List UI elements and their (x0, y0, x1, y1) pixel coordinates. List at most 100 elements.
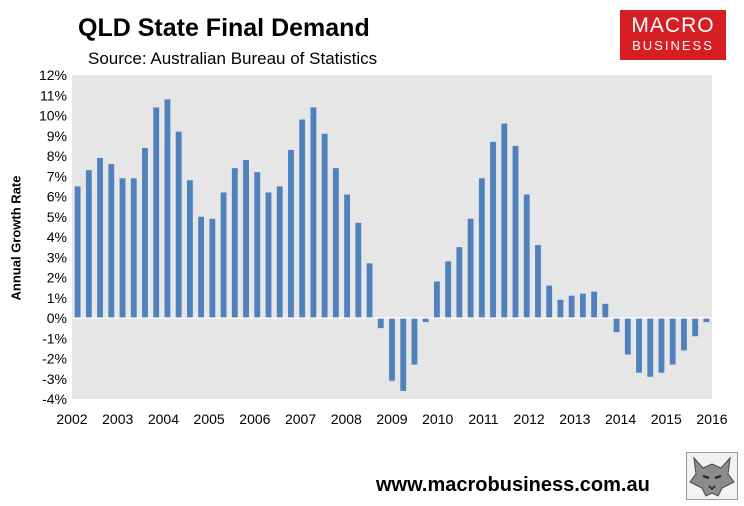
x-tick-label: 2002 (56, 411, 87, 427)
y-tick-label: 6% (47, 189, 67, 205)
y-tick-label: 11% (40, 87, 67, 103)
logo-line-1: MACRO (631, 14, 715, 37)
bar (624, 318, 631, 355)
y-tick-label: 12% (39, 67, 67, 83)
y-tick-label: 8% (47, 148, 67, 164)
y-axis-ticks: -4% -3% -2% -1% 0% 1% 2% 3% 4% 5% 6% 7% 8% 9% 10% 11% 12… (39, 67, 67, 407)
bar-series (74, 99, 710, 391)
bar (490, 141, 496, 318)
bar (119, 178, 126, 318)
bar (602, 303, 609, 318)
y-tick-label: -3% (42, 371, 67, 387)
bar (310, 107, 317, 319)
bar (535, 245, 541, 318)
x-tick-label: 2005 (194, 411, 225, 427)
y-tick-label: -1% (42, 330, 67, 346)
x-tick-label: 2014 (605, 411, 636, 427)
bar (591, 291, 598, 318)
bar (85, 170, 92, 318)
bar (467, 218, 474, 318)
bar (377, 318, 384, 329)
bar (209, 218, 216, 318)
y-tick-label: 2% (47, 270, 67, 286)
bar (501, 123, 508, 318)
bar (276, 186, 283, 319)
y-tick-label: 3% (47, 249, 67, 265)
bar (445, 261, 452, 318)
bar (389, 318, 395, 381)
bar (433, 281, 440, 318)
bar (142, 147, 148, 318)
macrobusiness-logo: MACRO BUSINESS (620, 10, 726, 60)
x-tick-label: 2008 (331, 411, 362, 427)
x-tick-label: 2016 (696, 411, 727, 427)
y-tick-label: 0% (47, 310, 67, 326)
bar (108, 164, 115, 318)
bar-chart: -4% -3% -2% -1% 0% 1% 2% 3% 4% 5% 6% 7% 8% 9% 10% 11% 12… (39, 67, 728, 427)
bar (220, 192, 227, 318)
bar (400, 318, 407, 391)
y-tick-label: 1% (47, 290, 67, 306)
y-tick-label: 9% (47, 128, 67, 144)
x-tick-label: 2015 (651, 411, 682, 427)
bar (366, 263, 373, 318)
bar (647, 318, 654, 377)
bar (512, 145, 519, 319)
bar (164, 99, 171, 318)
y-tick-label: 7% (47, 168, 67, 184)
bar (523, 194, 530, 318)
chart-subtitle: Source: Australian Bureau of Statistics (88, 49, 378, 68)
wolf-mascot-icon (686, 452, 738, 500)
bar (231, 168, 238, 318)
bar (478, 178, 485, 318)
bar (288, 149, 294, 318)
website-url: www.macrobusiness.com.au (376, 474, 650, 496)
bar (265, 192, 272, 318)
bar (74, 186, 81, 319)
x-tick-label: 2003 (102, 411, 133, 427)
bar (557, 299, 564, 318)
bar (546, 285, 553, 318)
chart-title: QLD State Final Demand (78, 14, 370, 42)
x-tick-label: 2012 (514, 411, 545, 427)
x-axis-ticks: 2002 2003 2004 2005 2006 2007 2008 2009 2010 2011… (56, 411, 727, 427)
bar (198, 216, 205, 318)
bar (130, 178, 137, 318)
x-tick-label: 2009 (376, 411, 407, 427)
bar (692, 318, 699, 337)
y-tick-label: -2% (42, 351, 67, 367)
bar (669, 318, 676, 365)
bar (411, 318, 418, 365)
x-tick-label: 2013 (559, 411, 590, 427)
bar (456, 247, 463, 319)
y-tick-label: -4% (42, 391, 67, 407)
x-tick-label: 2004 (148, 411, 179, 427)
bar (344, 194, 351, 318)
bar (97, 158, 103, 318)
bar (332, 168, 339, 318)
bar (243, 160, 249, 318)
bar (186, 180, 193, 318)
bar (355, 222, 362, 318)
x-tick-label: 2006 (239, 411, 270, 427)
x-tick-label: 2011 (468, 411, 498, 427)
y-tick-label: 10% (39, 108, 67, 124)
y-tick-label: 4% (47, 229, 67, 245)
x-tick-label: 2007 (285, 411, 316, 427)
bar (153, 107, 160, 319)
logo-line-2: BUSINESS (632, 38, 714, 53)
bar (613, 318, 620, 333)
bar (254, 172, 261, 318)
bar (658, 318, 665, 373)
bar (636, 318, 642, 373)
bar (422, 318, 429, 323)
bar (568, 295, 575, 318)
x-tick-label: 2010 (422, 411, 453, 427)
bar (299, 119, 306, 318)
bar (175, 131, 182, 318)
bar (579, 293, 586, 318)
y-tick-label: 5% (47, 209, 67, 225)
bar (321, 133, 328, 318)
bar (703, 318, 710, 323)
bar (681, 318, 687, 351)
